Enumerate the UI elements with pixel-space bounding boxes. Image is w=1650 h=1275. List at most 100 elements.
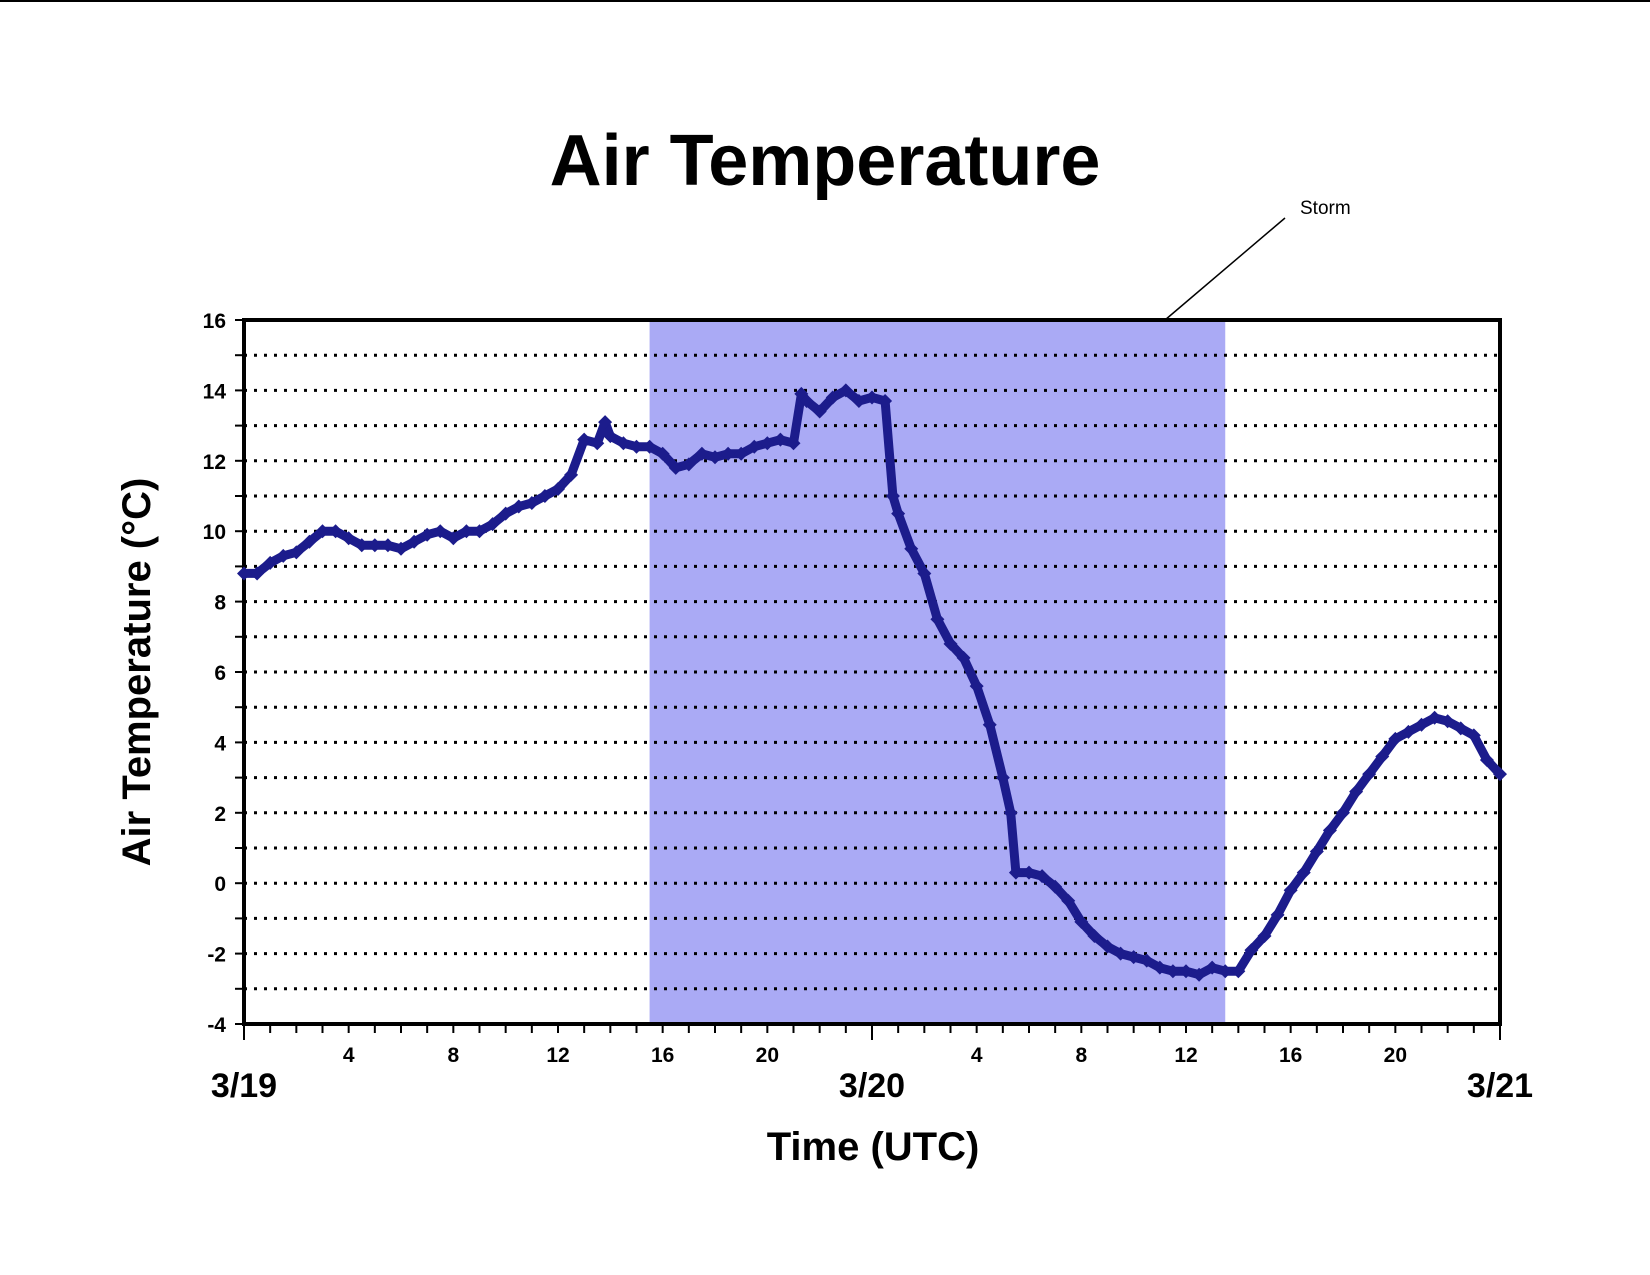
data-point-marker bbox=[812, 404, 827, 419]
data-point-marker bbox=[1244, 943, 1259, 958]
x-tick-label: 16 bbox=[651, 1044, 674, 1067]
data-point-marker bbox=[1414, 717, 1429, 732]
data-point-marker bbox=[603, 429, 618, 444]
x-axis-ticks: 4 8 12 16 20 4 8 12 16 20 3/19 3/20 3/21 bbox=[211, 1024, 1533, 1105]
data-point-marker bbox=[564, 467, 579, 482]
data-point-marker bbox=[485, 517, 500, 532]
data-point-marker bbox=[237, 566, 251, 581]
y-tick-label: 4 bbox=[214, 732, 226, 755]
data-point-marker bbox=[1003, 805, 1018, 820]
data-point-marker bbox=[577, 432, 592, 447]
data-point-marker bbox=[891, 506, 906, 521]
data-point-marker bbox=[354, 538, 369, 553]
data-point-marker bbox=[786, 436, 801, 451]
data-point-marker bbox=[655, 446, 670, 461]
data-point-marker bbox=[943, 636, 958, 651]
data-point-marker bbox=[1401, 724, 1416, 739]
data-point-marker bbox=[838, 383, 853, 398]
data-point-marker bbox=[982, 717, 997, 732]
data-point-marker bbox=[1362, 767, 1377, 782]
data-point-marker bbox=[708, 450, 722, 465]
data-point-marker bbox=[1218, 964, 1233, 979]
data-point-marker bbox=[1336, 805, 1350, 820]
data-point-marker bbox=[276, 548, 291, 563]
x-tick-label: 16 bbox=[1279, 1044, 1302, 1067]
data-point-marker bbox=[289, 545, 304, 560]
data-point-marker bbox=[1008, 865, 1023, 880]
data-point-marker bbox=[1322, 823, 1337, 838]
data-point-marker bbox=[367, 538, 382, 553]
data-point-marker bbox=[1074, 914, 1089, 929]
data-point-marker bbox=[1035, 869, 1050, 884]
y-axis-title: Air Temperature (°C) bbox=[115, 478, 159, 867]
data-point-marker bbox=[969, 679, 984, 694]
data-point-marker bbox=[380, 538, 395, 553]
data-point-marker bbox=[446, 531, 461, 546]
x-tick-label: 4 bbox=[343, 1044, 355, 1067]
data-point-marker bbox=[328, 524, 343, 539]
data-point-marker bbox=[498, 506, 513, 521]
data-point-marker bbox=[407, 534, 422, 549]
x-date-label: 3/20 bbox=[839, 1067, 905, 1105]
data-point-marker bbox=[885, 489, 900, 503]
data-point-marker bbox=[1205, 960, 1220, 975]
data-point-marker bbox=[1479, 753, 1494, 767]
data-point-marker bbox=[250, 566, 265, 581]
data-point-marker bbox=[616, 436, 631, 451]
y-tick-label: 14 bbox=[203, 380, 227, 403]
data-point-marker bbox=[263, 555, 278, 570]
data-point-marker bbox=[1493, 767, 1507, 782]
data-point-marker bbox=[1087, 929, 1102, 943]
x-tick-label: 4 bbox=[971, 1044, 983, 1067]
data-point-marker bbox=[799, 393, 814, 408]
data-point-marker bbox=[825, 390, 840, 405]
data-point-marker bbox=[1453, 721, 1468, 736]
temperature-series-markers bbox=[237, 383, 1507, 982]
x-tick-label: 20 bbox=[1384, 1044, 1407, 1067]
data-point-marker bbox=[904, 541, 919, 556]
data-point-marker bbox=[1388, 731, 1403, 746]
data-point-marker bbox=[1309, 844, 1324, 859]
data-point-marker bbox=[341, 531, 356, 546]
data-point-marker bbox=[302, 534, 317, 549]
data-point-marker bbox=[1270, 907, 1285, 922]
x-tick-label: 12 bbox=[1174, 1044, 1197, 1067]
y-axis-ticks: -4 -2 0 2 4 6 8 10 12 14 16 bbox=[203, 310, 244, 1037]
data-point-marker bbox=[537, 489, 552, 503]
data-point-marker bbox=[1022, 865, 1036, 880]
x-tick-label: 20 bbox=[756, 1044, 779, 1067]
data-point-marker bbox=[433, 524, 448, 539]
data-point-marker bbox=[1061, 893, 1076, 908]
top-border-line bbox=[0, 0, 1650, 2]
data-point-marker bbox=[315, 524, 330, 539]
y-tick-label: 12 bbox=[203, 451, 226, 474]
data-point-marker bbox=[1192, 967, 1207, 982]
y-tick-label: 2 bbox=[214, 803, 226, 826]
data-point-marker bbox=[1152, 960, 1167, 975]
data-point-marker bbox=[1427, 710, 1442, 725]
x-date-label: 3/19 bbox=[211, 1067, 277, 1105]
data-point-marker bbox=[1126, 950, 1141, 965]
data-point-marker bbox=[1296, 865, 1311, 880]
y-tick-label: -2 bbox=[207, 944, 226, 967]
data-point-marker bbox=[1139, 953, 1154, 968]
data-point-marker bbox=[1113, 946, 1128, 961]
data-point-marker bbox=[1257, 929, 1272, 943]
data-point-marker bbox=[995, 770, 1010, 785]
data-point-marker bbox=[773, 432, 788, 447]
data-point-marker bbox=[851, 393, 866, 408]
data-point-marker bbox=[524, 496, 539, 511]
data-point-marker bbox=[642, 439, 657, 454]
data-point-marker bbox=[865, 390, 879, 405]
data-point-marker bbox=[1165, 964, 1180, 979]
data-point-marker bbox=[917, 566, 932, 581]
chart-title: Air Temperature bbox=[550, 121, 1101, 201]
data-point-marker bbox=[1100, 939, 1115, 954]
data-point-marker bbox=[721, 446, 736, 461]
data-point-marker bbox=[1466, 728, 1481, 743]
data-point-marker bbox=[956, 650, 971, 665]
x-axis-title: Time (UTC) bbox=[767, 1125, 980, 1169]
y-tick-label: -4 bbox=[207, 1014, 226, 1037]
data-point-marker bbox=[1283, 883, 1298, 898]
